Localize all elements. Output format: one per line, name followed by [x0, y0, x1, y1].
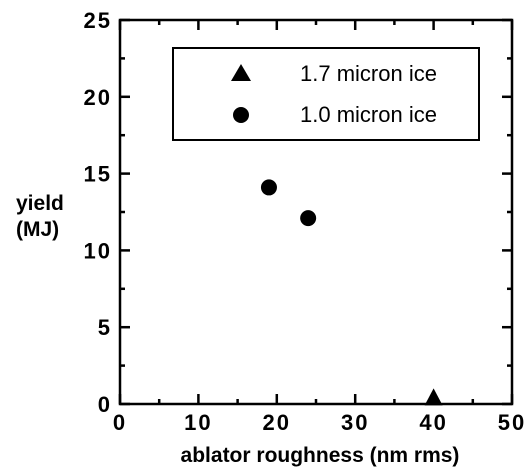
- data-points: [260, 179, 443, 406]
- legend: 1.7 micron ice 1.0 micron ice: [172, 47, 480, 141]
- legend-label-1-7-micron-ice: 1.7 micron ice: [300, 61, 437, 86]
- y-tick-labels: 0 5 10 15 20 25: [84, 8, 112, 417]
- data-point-series-1-1: [300, 210, 317, 227]
- y-axis-title-line-1: yield: [16, 192, 64, 215]
- x-tick-label-10: 10: [184, 410, 212, 435]
- data-point-series-0-0: [424, 388, 443, 406]
- legend-marker-triangle: [231, 64, 251, 81]
- x-tick-labels: 0 10 20 30 40 50: [113, 410, 526, 435]
- x-tick-label-20: 20: [263, 410, 291, 435]
- data-point-series-1-0: [260, 179, 277, 196]
- y-tick-label-25: 25: [84, 8, 112, 33]
- legend-box: [172, 47, 480, 141]
- y-tick-label-20: 20: [84, 85, 112, 110]
- y-tick-label-0: 0: [98, 392, 112, 417]
- y-tick-label-5: 5: [98, 315, 112, 340]
- axis-ticks: [118, 18, 514, 406]
- x-tick-label-40: 40: [419, 410, 447, 435]
- x-axis-title: ablator roughness (nm rms): [181, 444, 460, 467]
- x-tick-label-30: 30: [341, 410, 369, 435]
- y-tick-label-15: 15: [84, 162, 112, 187]
- legend-marker-circle: [233, 107, 249, 123]
- y-axis-title-line-2: (MJ): [16, 218, 59, 241]
- legend-label-1-0-micron-ice: 1.0 micron ice: [300, 102, 437, 127]
- x-tick-label-50: 50: [498, 410, 526, 435]
- x-tick-label-0: 0: [113, 410, 127, 435]
- y-tick-label-10: 10: [84, 238, 112, 263]
